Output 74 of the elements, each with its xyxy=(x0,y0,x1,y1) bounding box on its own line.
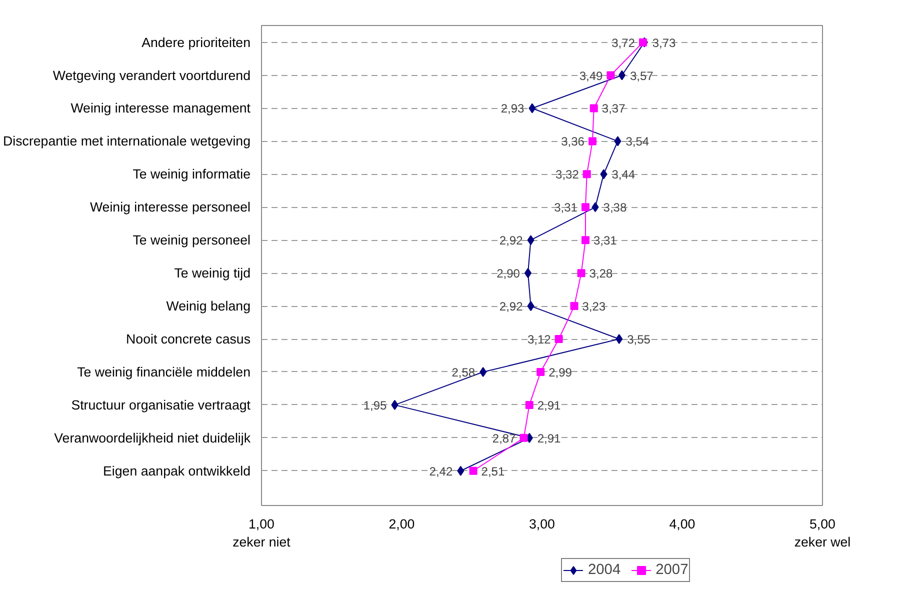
point xyxy=(527,301,534,312)
point xyxy=(570,302,578,310)
data-label: 2,91 xyxy=(537,431,562,446)
legend-label: 2007 xyxy=(656,562,688,578)
data-label: 2,92 xyxy=(499,234,524,248)
x-tick-label: 1,00 zeker niet xyxy=(232,516,291,550)
point xyxy=(554,335,563,344)
data-label: 3,36 xyxy=(561,134,585,149)
y-tick-label: Andere prioriteiten xyxy=(142,34,251,50)
point xyxy=(606,71,615,80)
x-tick-label: 3,00 xyxy=(529,516,555,532)
data-label: 3,23 xyxy=(582,300,606,314)
data-label: 3,57 xyxy=(630,68,654,83)
point xyxy=(581,203,590,212)
y-tick-label: Te weinig financiële middelen xyxy=(77,364,251,380)
point xyxy=(525,400,534,409)
y-tick-label: Veranwoordelijkheid niet duidelijk xyxy=(54,430,251,446)
point xyxy=(600,169,608,180)
point xyxy=(469,466,478,475)
data-label: 2,51 xyxy=(481,464,505,478)
data-label: 3,54 xyxy=(626,134,650,149)
y-tick-label: Weinig belang xyxy=(166,298,251,314)
data-label: 3,72 xyxy=(612,36,636,50)
point xyxy=(520,434,528,442)
y-tick-label: Te weinig informatie xyxy=(132,166,251,182)
data-label: 3,37 xyxy=(602,102,626,116)
y-tick-label: Te weinig personeel xyxy=(132,232,251,248)
y-tick-label: Te weinig tijd xyxy=(174,266,251,281)
point xyxy=(577,269,586,278)
point xyxy=(528,103,536,114)
data-label: 2,92 xyxy=(499,300,524,314)
point xyxy=(480,366,487,377)
y-tick-label: Discrepantie met internationale wetgeving xyxy=(3,134,251,149)
y-tick-label: Weinig interesse personeel xyxy=(90,200,251,215)
data-label: 2,87 xyxy=(492,431,516,446)
x-tick-label: 4,00 xyxy=(669,516,696,532)
data-label: 2,91 xyxy=(537,398,562,412)
legend-label: 2004 xyxy=(588,562,621,578)
x-tick-label: 5,00 zeker wel xyxy=(794,516,851,550)
data-label: 2,93 xyxy=(500,102,525,116)
point xyxy=(614,136,622,146)
point xyxy=(590,104,598,112)
data-label: 3,12 xyxy=(527,332,552,347)
point xyxy=(616,334,623,344)
data-label: 2,42 xyxy=(429,464,453,478)
point xyxy=(527,235,534,246)
point xyxy=(524,268,532,278)
data-label: 3,49 xyxy=(579,68,604,83)
data-label: 3,73 xyxy=(652,36,676,50)
data-label: 1,95 xyxy=(363,398,388,412)
data-label: 2,90 xyxy=(496,266,520,281)
data-label: 2,99 xyxy=(548,365,572,380)
y-tick-label: Nooit concrete casus xyxy=(126,332,251,347)
data-label: 2,58 xyxy=(452,365,476,380)
point xyxy=(618,70,626,80)
point xyxy=(391,400,398,410)
data-label: 3,31 xyxy=(593,234,618,248)
x-tick-label: 2,00 xyxy=(388,516,415,532)
y-tick-label: Eigen aanpak ontwikkeld xyxy=(103,463,251,478)
point xyxy=(457,466,464,476)
data-label: 3,38 xyxy=(603,200,627,215)
data-label: 3,28 xyxy=(589,266,613,281)
point xyxy=(536,368,545,376)
point xyxy=(581,236,590,244)
y-tick-label: Weinig interesse management xyxy=(70,100,251,116)
y-tick-label: Structuur organisatie vertraagt xyxy=(71,397,251,412)
data-label: 3,55 xyxy=(627,332,651,347)
data-label: 3,44 xyxy=(612,168,636,182)
data-label: 3,31 xyxy=(554,200,578,215)
data-label: 3,32 xyxy=(556,168,580,182)
point xyxy=(592,202,599,212)
y-tick-label: Wetgeving verandert voortdurend xyxy=(52,68,251,83)
point xyxy=(588,137,596,146)
point xyxy=(582,170,591,178)
